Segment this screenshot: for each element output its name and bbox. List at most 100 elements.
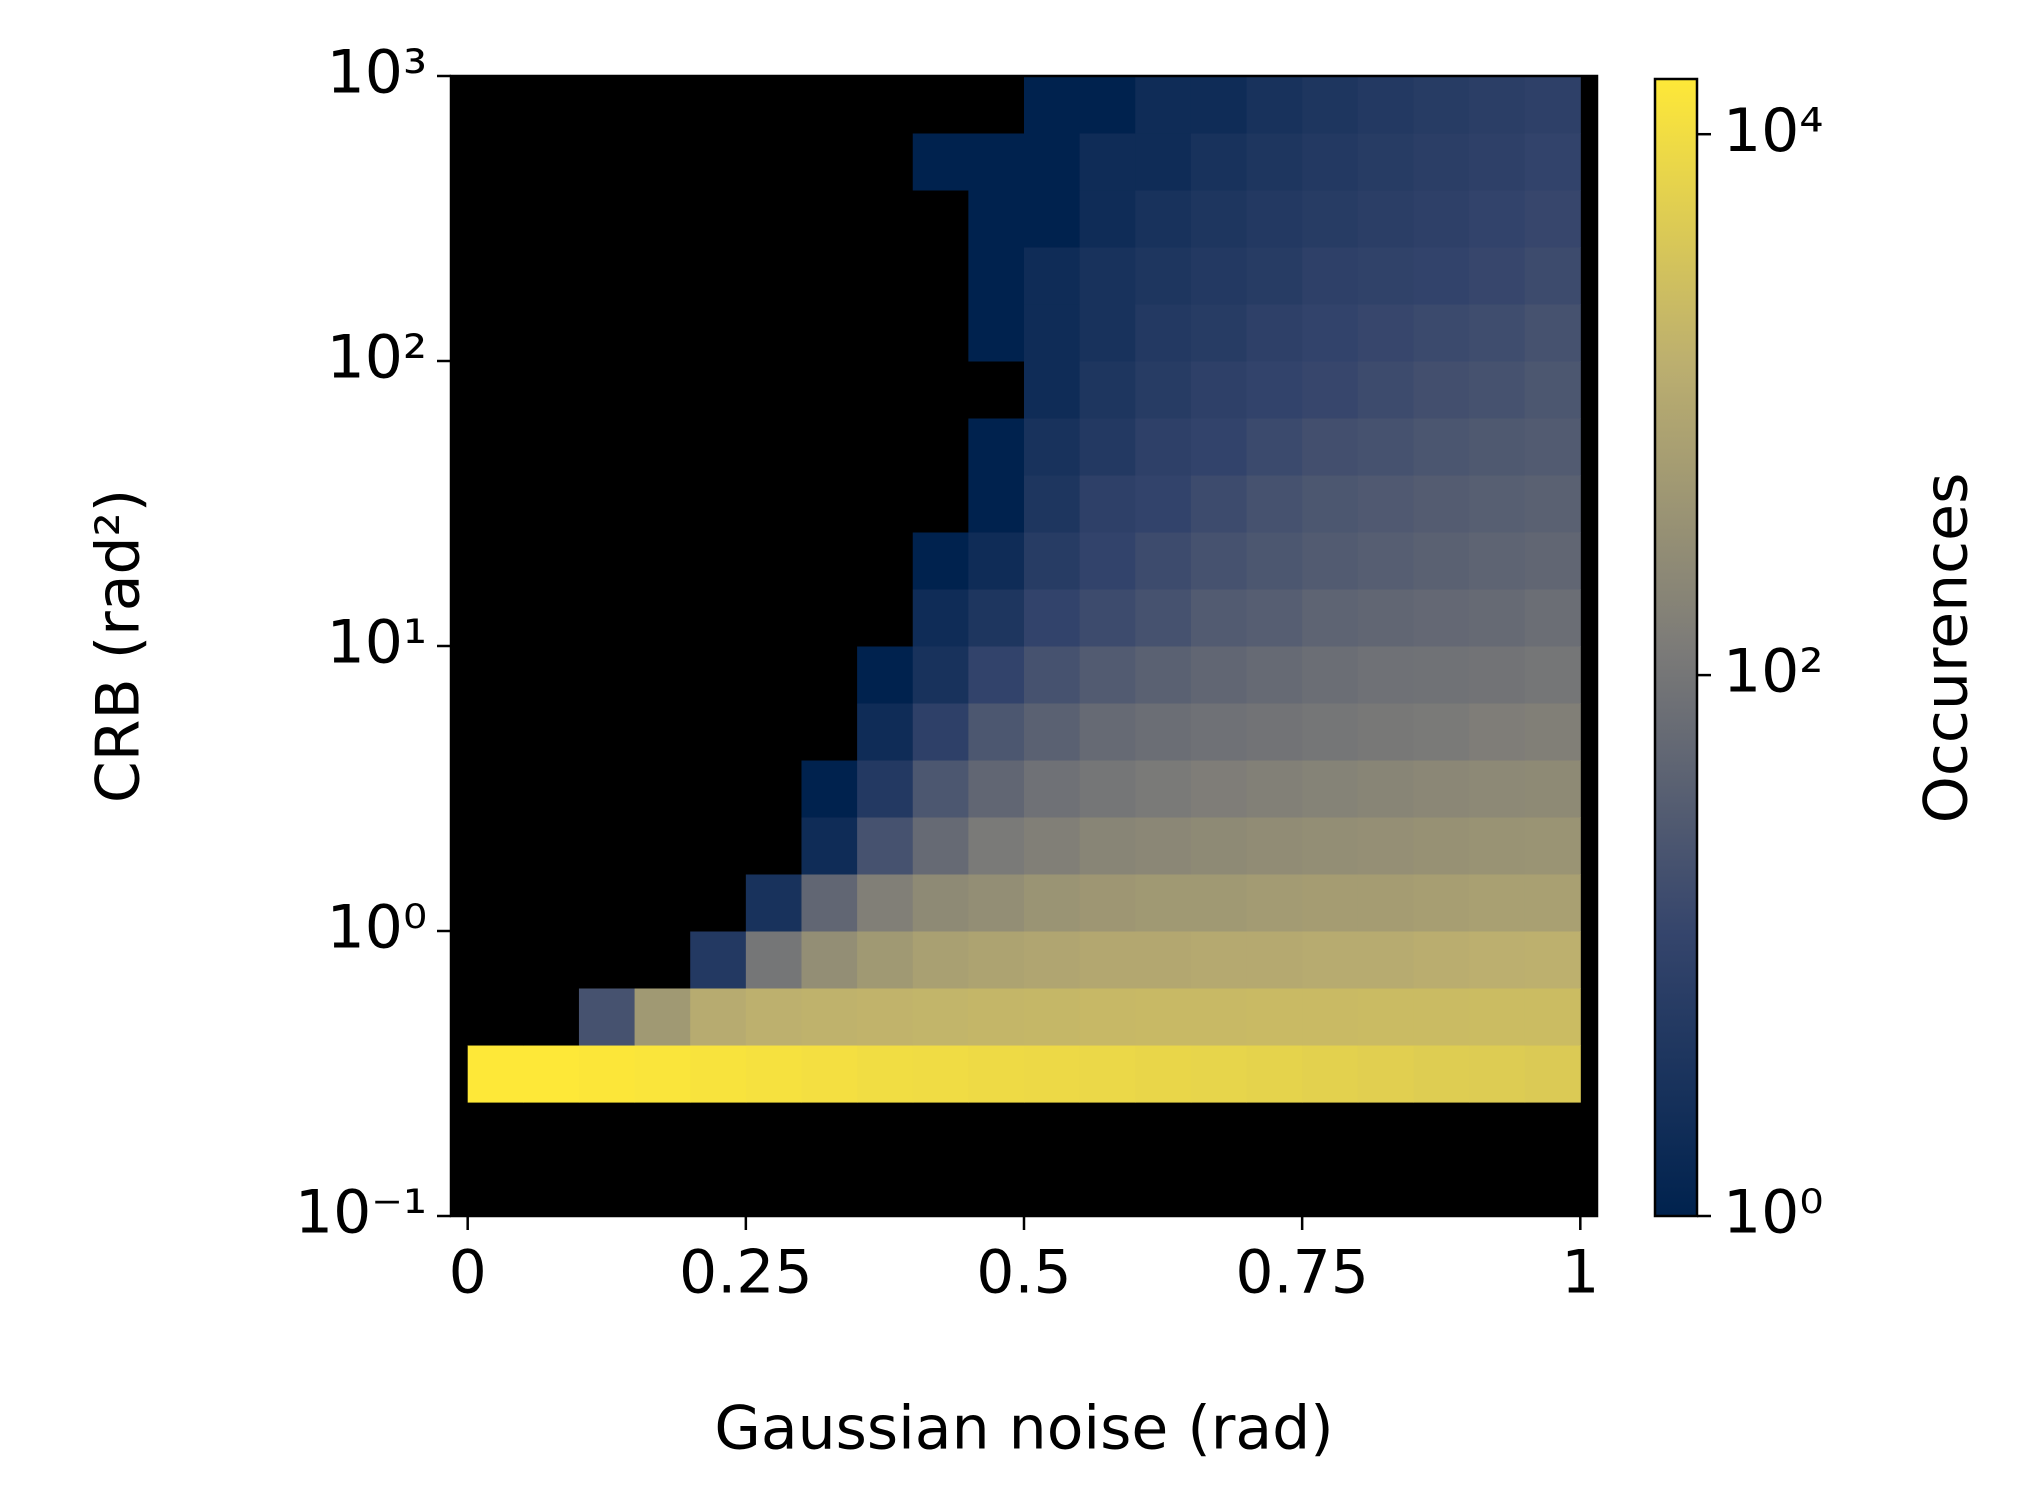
heatmap-cell — [1135, 931, 1192, 989]
heatmap-cell — [1413, 588, 1470, 647]
heatmap-cell — [1079, 303, 1136, 362]
heatmap-cell — [1190, 1045, 1248, 1103]
heatmap-cell — [745, 303, 802, 362]
heatmap-cell — [1413, 417, 1470, 476]
heatmap-cell — [1469, 132, 1526, 191]
heatmap-cell — [634, 1159, 691, 1217]
heatmap-cell — [1246, 417, 1303, 476]
heatmap-cell — [523, 702, 580, 761]
heatmap-cell — [857, 132, 914, 191]
heatmap-cell — [1079, 417, 1136, 476]
heatmap-cell — [968, 246, 1025, 305]
heatmap-cell — [801, 246, 858, 305]
heatmap-cell — [1524, 246, 1581, 305]
x-tick-label: 0.75 — [1235, 1238, 1369, 1308]
heatmap-cell — [634, 588, 691, 647]
heatmap-cell — [912, 931, 969, 989]
heatmap-cell — [1413, 1159, 1470, 1217]
heatmap-cell — [857, 361, 914, 419]
heatmap-cell — [1079, 132, 1136, 191]
heatmap-cell — [801, 931, 858, 989]
heatmap-cell — [523, 132, 580, 191]
heatmap-cell — [578, 303, 636, 362]
heatmap-cell — [1413, 987, 1470, 1046]
heatmap-cell — [912, 588, 969, 647]
heatmap-cell — [857, 1102, 914, 1160]
heatmap-cell — [1190, 190, 1248, 248]
heatmap-cell — [1024, 132, 1081, 191]
heatmap-cell — [1413, 361, 1470, 419]
heatmap-cell — [745, 987, 802, 1046]
heatmap-cell — [1135, 1045, 1192, 1103]
heatmap-cell — [801, 987, 858, 1046]
heatmap-cell — [968, 816, 1025, 875]
heatmap-cell — [1302, 873, 1359, 932]
heatmap-cell — [1135, 190, 1192, 248]
heatmap-cell — [467, 646, 524, 704]
heatmap-cell — [523, 475, 580, 533]
heatmap-cell — [1302, 931, 1359, 989]
heatmap-cell — [578, 816, 636, 875]
heatmap-cell — [1357, 588, 1414, 647]
heatmap-cell — [857, 303, 914, 362]
heatmap-cell — [968, 361, 1025, 419]
heatmap-cell — [1524, 1159, 1581, 1217]
heatmap-cell — [1357, 190, 1414, 248]
y-tick-label: 10³ — [327, 38, 427, 108]
heatmap-cell — [1302, 303, 1359, 362]
heatmap-cell — [1302, 417, 1359, 476]
heatmap-cell — [745, 760, 802, 818]
heatmap-cell — [523, 760, 580, 818]
heatmap-cell — [690, 873, 747, 932]
heatmap-cell — [1079, 1102, 1136, 1160]
heatmap-cell — [1302, 132, 1359, 191]
heatmap-cell — [745, 702, 802, 761]
heatmap-cell — [912, 760, 969, 818]
heatmap-cell — [1302, 361, 1359, 419]
heatmap-cell — [1079, 190, 1136, 248]
heatmap-cell — [690, 760, 747, 818]
heatmap-cell — [1469, 931, 1526, 989]
heatmap-cell — [1024, 646, 1081, 704]
heatmap-cell — [634, 76, 691, 134]
heatmap-cell — [1524, 303, 1581, 362]
colorbar-tick-label: 10⁰ — [1723, 1178, 1823, 1248]
heatmap-cell — [801, 190, 858, 248]
y-tick-label: 10⁰ — [327, 893, 427, 963]
heatmap-cell — [745, 816, 802, 875]
heatmap-cell — [1024, 361, 1081, 419]
heatmap-cell — [745, 132, 802, 191]
heatmap-cell — [1024, 475, 1081, 533]
heatmap-cell — [1135, 417, 1192, 476]
heatmap-cell — [1524, 475, 1581, 533]
heatmap-cell — [467, 303, 524, 362]
heatmap-cell — [690, 1045, 747, 1103]
heatmap-cell — [745, 475, 802, 533]
heatmap-cell — [1469, 303, 1526, 362]
heatmap-cell — [1357, 303, 1414, 362]
heatmap-cell — [1413, 702, 1470, 761]
heatmap-cell — [578, 1045, 636, 1103]
heatmap-cell — [801, 361, 858, 419]
heatmap-cell — [1524, 1045, 1581, 1103]
heatmap-cell — [912, 132, 969, 191]
heatmap-cell — [1302, 588, 1359, 647]
heatmap-cell — [857, 417, 914, 476]
heatmap-cell — [912, 646, 969, 704]
heatmap-cell — [523, 816, 580, 875]
heatmap-cell — [801, 760, 858, 818]
heatmap-cell — [578, 760, 636, 818]
heatmap-cell — [1135, 132, 1192, 191]
heatmap-cell — [1246, 132, 1303, 191]
heatmap-cell — [1469, 531, 1526, 590]
heatmap-cell — [968, 475, 1025, 533]
heatmap-cell — [1357, 702, 1414, 761]
heatmap-cell — [1190, 873, 1248, 932]
heatmap-cell — [1190, 646, 1248, 704]
heatmap-cell — [578, 702, 636, 761]
heatmap-cell — [1079, 588, 1136, 647]
heatmap-cell — [1469, 760, 1526, 818]
heatmap-cell — [1135, 760, 1192, 818]
heatmap-cell — [634, 417, 691, 476]
heatmap-cell — [1024, 531, 1081, 590]
